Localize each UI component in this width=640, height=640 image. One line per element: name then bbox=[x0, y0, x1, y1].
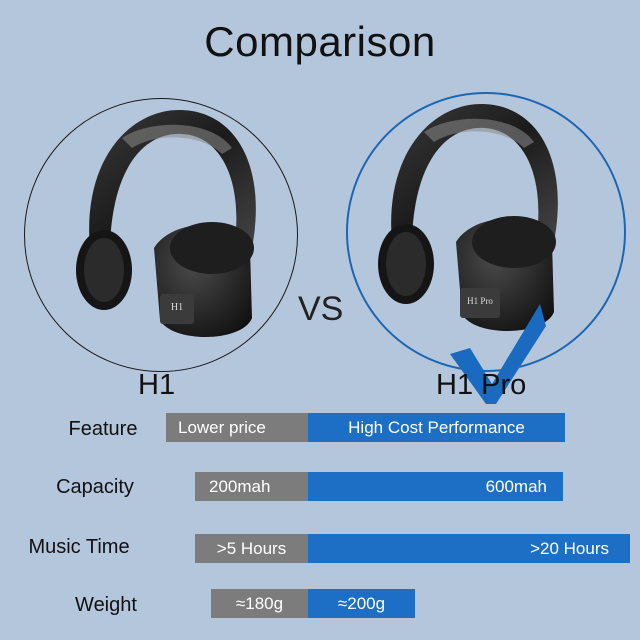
h1-feature-bar: Lower price bbox=[166, 413, 308, 442]
h1pro-weight-bar: ≈200g bbox=[308, 589, 415, 618]
h1pro-capacity-bar: 600mah bbox=[308, 472, 563, 501]
page-title: Comparison bbox=[204, 18, 436, 65]
h1-weight-bar: ≈180g bbox=[211, 589, 308, 618]
h1pro-feature-bar: High Cost Performance bbox=[308, 413, 565, 442]
row-label-music-time: Music Time bbox=[28, 536, 130, 558]
h1pro-earcup-badge: H1 Pro bbox=[467, 296, 493, 306]
row-label-weight: Weight bbox=[75, 594, 137, 616]
h1pro-headphones-image: H1 Pro bbox=[378, 103, 558, 332]
h1pro-model-label: H1 Pro bbox=[436, 369, 527, 401]
h1-capacity-bar: 200mah bbox=[195, 472, 308, 501]
h1-headphones-image: H1 bbox=[76, 109, 256, 338]
h1-frame-circle bbox=[24, 98, 298, 372]
vs-label: VS bbox=[298, 290, 344, 328]
h1pro-highlight-circle bbox=[346, 92, 626, 372]
h1-earcup-badge: H1 bbox=[171, 302, 183, 313]
h1-model-label: H1 bbox=[138, 369, 176, 401]
h1-music-time-bar: >5 Hours bbox=[195, 534, 308, 563]
row-label-capacity: Capacity bbox=[56, 476, 134, 498]
row-label-feature: Feature bbox=[68, 418, 138, 440]
h1pro-music-time-bar: >20 Hours bbox=[308, 534, 630, 563]
checkmark-icon bbox=[450, 304, 546, 404]
